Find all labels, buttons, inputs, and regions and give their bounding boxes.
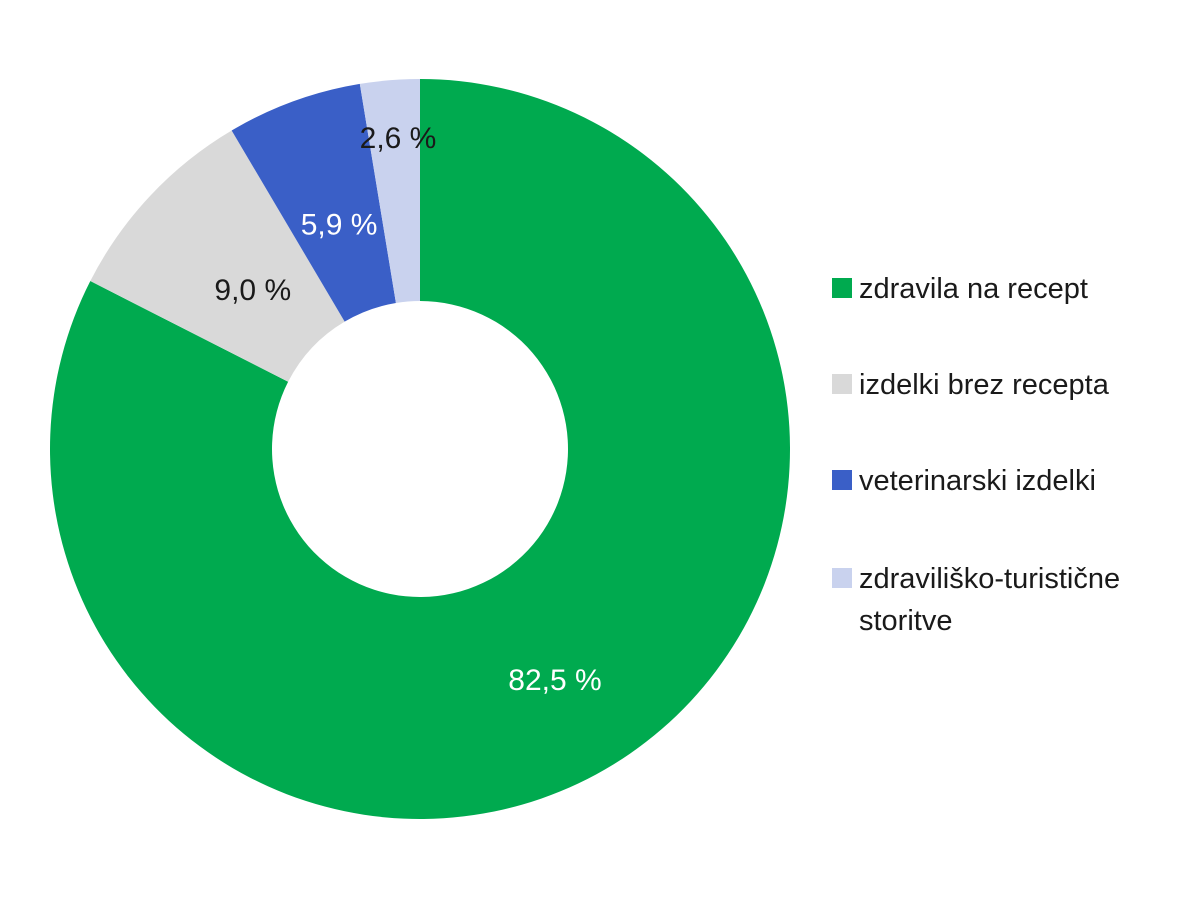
legend-swatch-veterinarski-izdelki — [832, 470, 852, 490]
legend: zdravila na recept izdelki brez recepta ve… — [832, 273, 1120, 637]
legend-swatch-zdravilisko-turisticne-storitve — [832, 568, 852, 588]
legend-label-zdravila-na-recept: zdravila na recept — [859, 273, 1088, 305]
legend-label-izdelki-brez-recepta: izdelki brez recepta — [859, 369, 1110, 401]
slice-zdravila-na-recept — [50, 79, 791, 819]
legend-swatch-zdravila-na-recept — [832, 278, 852, 298]
slice-value-label-veterinarski-izdelki: 5,9 % — [301, 208, 378, 241]
slice-izdelki-brez-recepta — [90, 130, 345, 382]
slice-labels: 82,5 % 9,0 % 5,9 % 2,6 % — [214, 122, 601, 697]
legend-swatch-izdelki-brez-recepta — [832, 374, 852, 394]
legend-label-veterinarski-izdelki: veterinarski izdelki — [859, 465, 1096, 497]
legend-label-zdravilisko-turisticne-storitve: zdraviliško-turistične storitve — [859, 563, 1120, 637]
slice-value-label-izdelki-brez-recepta: 9,0 % — [214, 274, 291, 307]
slice-zdravilisko-turisticne-storitve — [359, 79, 420, 303]
slice-value-label-zdravilisko-turisticne-storitve: 2,6 % — [360, 122, 437, 155]
donut-slices — [50, 79, 791, 819]
slice-veterinarski-izdelki — [231, 83, 396, 322]
slice-value-label-zdravila-na-recept: 82,5 % — [508, 664, 601, 697]
